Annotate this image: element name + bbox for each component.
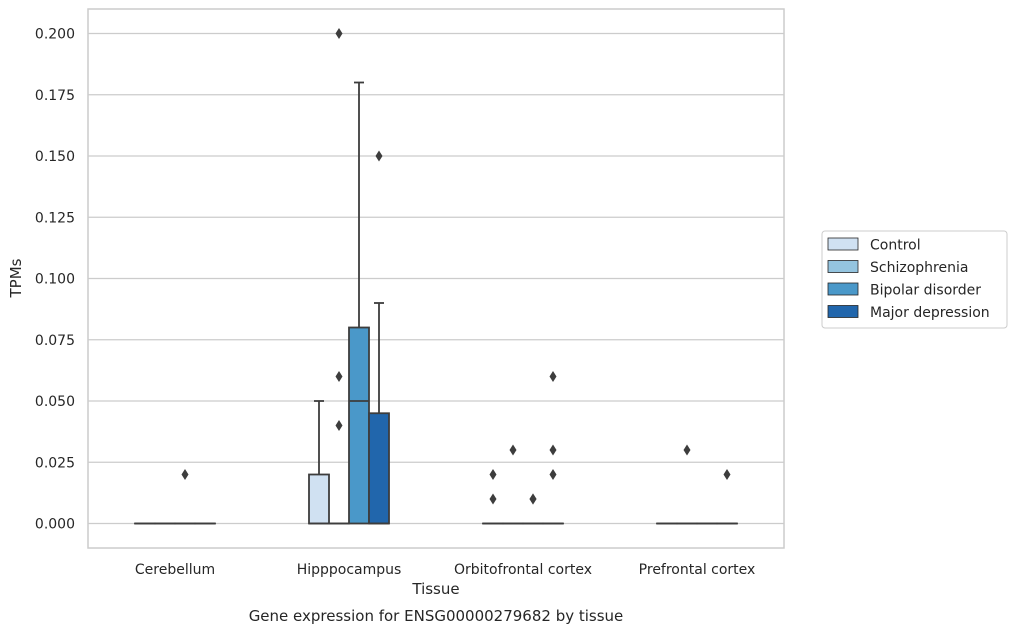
outlier-point [336,371,343,382]
box-group [329,28,349,524]
outlier-point [530,494,537,505]
outlier-point [336,28,343,39]
x-tick-label: Orbitofrontal cortex [454,562,592,578]
box-group [369,151,389,524]
box-group [349,83,369,524]
outlier-point [510,445,517,456]
outlier-point [550,445,557,456]
outlier-point [550,469,557,480]
grid-layer [88,34,784,524]
y-tick-label: 0.000 [35,517,75,533]
legend: Control Schizophrenia Bipolar disorder Majo… [822,231,1007,328]
y-tick-label: 0.100 [35,272,75,288]
outlier-point [336,420,343,431]
x-tick-label: Cerebellum [135,562,215,578]
box-group [543,371,563,524]
outlier-point [376,151,383,162]
box-group [677,445,697,524]
box-group [175,469,195,524]
legend-label: Control [870,238,921,254]
legend-label: Major depression [870,305,990,321]
legend-label: Bipolar disorder [870,283,981,299]
x-tick-label: Prefrontal cortex [639,562,756,578]
outlier-point [490,494,497,505]
y-tick-label: 0.150 [35,149,75,165]
outlier-point [490,469,497,480]
y-tick-label: 0.200 [35,27,75,43]
outlier-point [684,445,691,456]
outlier-point [182,469,189,480]
x-tick-label: Hipppocampus [297,562,402,578]
box-body [369,413,389,523]
box-group [523,494,543,524]
y-tick-label: 0.050 [35,394,75,410]
outlier-point [724,469,731,480]
x-axis-label: Tissue [411,580,459,598]
legend-swatch [828,261,858,273]
box-group [503,445,523,524]
legend-swatch [828,238,858,250]
y-tick-label: 0.175 [35,88,75,104]
box-group [483,469,503,524]
chart-caption: Gene expression for ENSG00000279682 by t… [249,607,624,625]
legend-swatch [828,283,858,295]
y-tick-label: 0.025 [35,455,75,471]
box-group [717,469,737,524]
legend-label: Schizophrenia [870,260,968,276]
box-body [309,475,329,524]
y-tick-label: 0.075 [35,333,75,349]
x-tick-labels: Cerebellum Hipppocampus Orbitofrontal cort… [135,562,755,578]
outlier-point [550,371,557,382]
y-tick-label: 0.125 [35,210,75,226]
y-tick-labels: 0.000 0.025 0.050 0.075 0.100 0.125 0.150 0.175… [35,27,75,533]
legend-swatch [828,306,858,318]
y-axis-label: TPMs [7,258,25,298]
box-body [349,328,369,524]
box-layer [135,28,737,524]
